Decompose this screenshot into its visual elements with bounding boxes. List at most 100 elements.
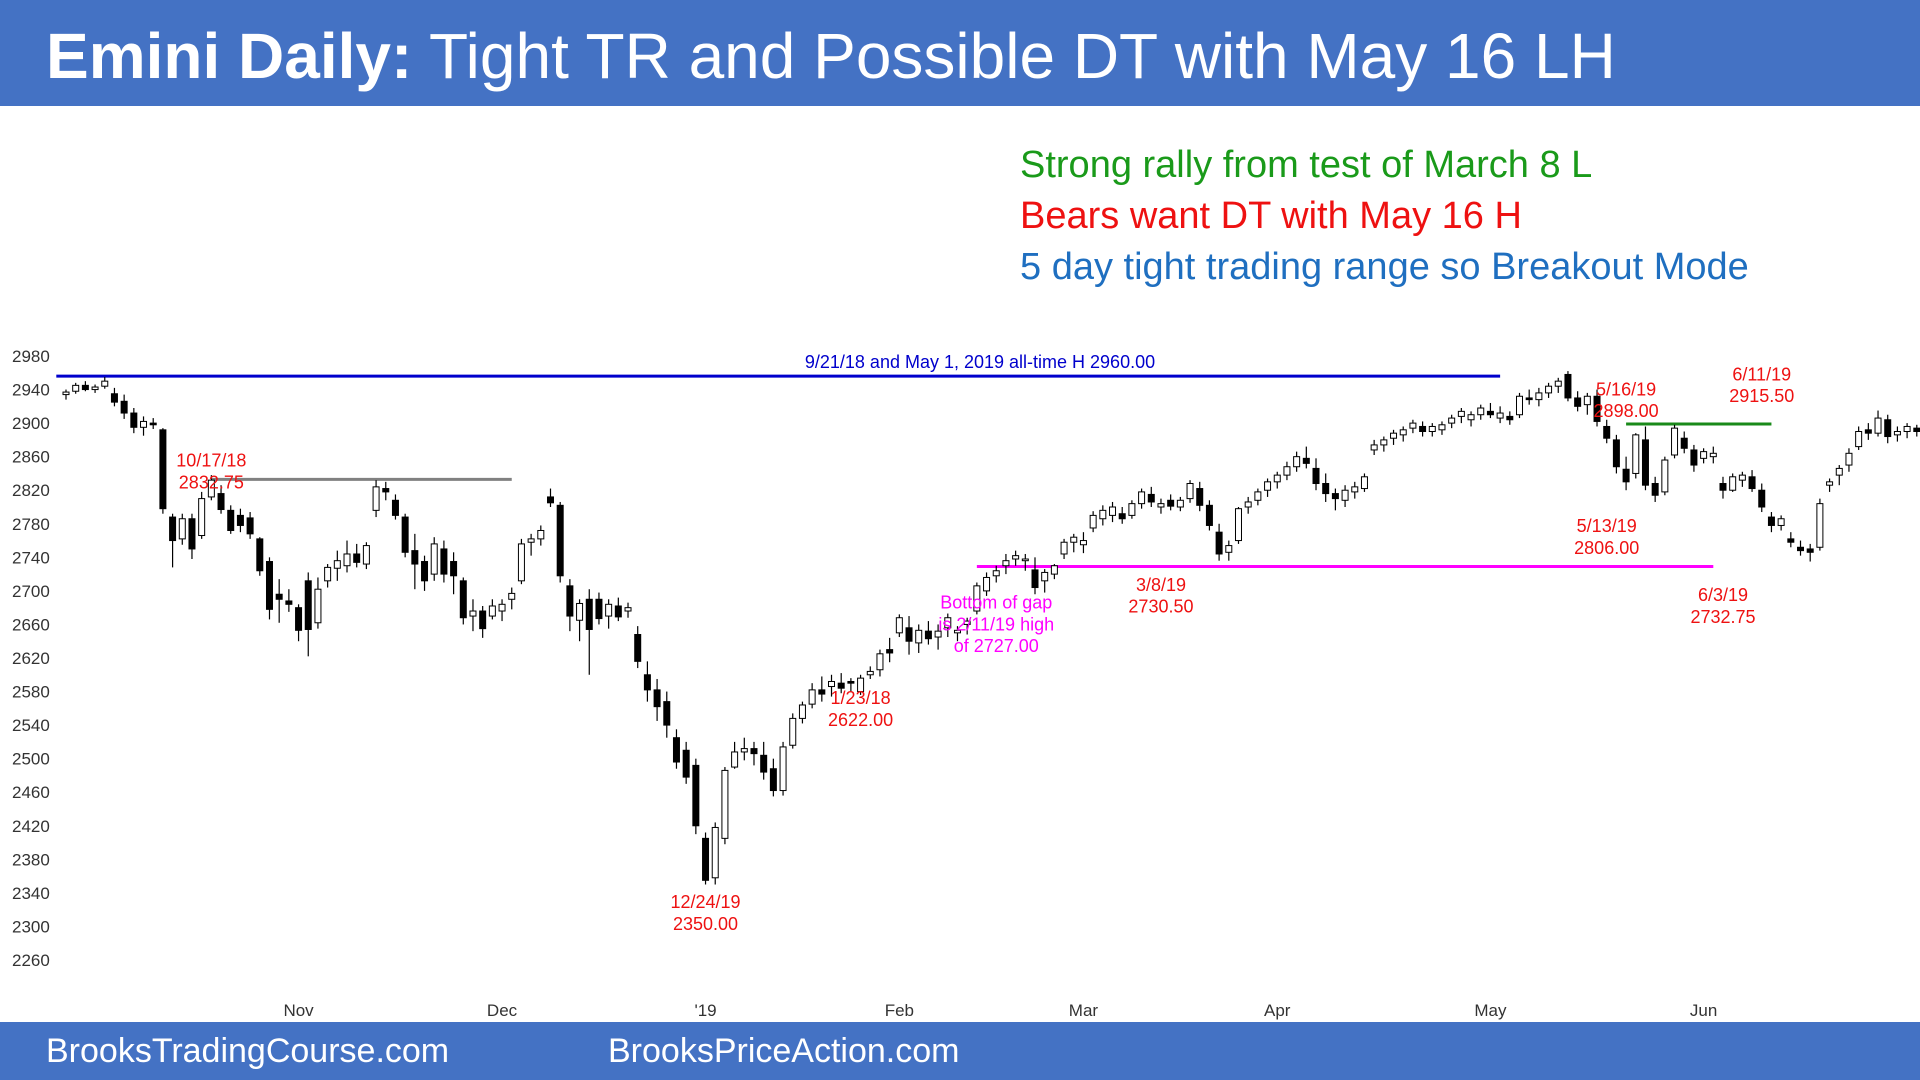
candle-body: [1516, 395, 1523, 416]
annotation-label: 5/13/19: [1577, 516, 1637, 536]
candle: [585, 589, 593, 675]
candle-body: [459, 580, 467, 619]
candle: [760, 741, 768, 780]
candle-body: [1641, 439, 1649, 486]
candle-body: [207, 479, 215, 498]
candle-body: [1806, 548, 1814, 553]
candle-body: [1467, 414, 1475, 421]
candle: [605, 599, 613, 629]
candle: [1835, 465, 1843, 486]
candle: [362, 542, 370, 570]
candle-body: [857, 677, 865, 693]
candle: [101, 376, 109, 389]
candle: [353, 543, 361, 568]
candle-body: [188, 518, 196, 550]
candle: [953, 626, 961, 642]
candle-body: [866, 670, 874, 676]
candle: [1390, 429, 1398, 445]
candle: [983, 572, 991, 596]
candle: [740, 737, 748, 761]
candle: [1583, 392, 1591, 415]
x-tick-label: Dec: [487, 1001, 518, 1020]
candle-body: [1109, 506, 1117, 516]
candle: [1641, 426, 1649, 491]
candle-body: [227, 509, 235, 531]
footer-left-site[interactable]: BrooksTradingCourse.com: [46, 1032, 450, 1070]
candle-body: [285, 600, 293, 605]
y-tick-label: 2620: [12, 649, 50, 668]
candle-body: [750, 748, 758, 755]
candle-body: [1409, 422, 1417, 429]
candle-body: [450, 561, 458, 577]
y-tick-label: 2980: [12, 347, 50, 366]
candle: [382, 481, 390, 501]
candle-body: [1351, 486, 1359, 493]
candle-body: [479, 610, 487, 630]
candle-body: [808, 689, 816, 705]
candle: [828, 674, 836, 697]
candle: [721, 767, 729, 845]
x-tick-label: Feb: [885, 1001, 914, 1020]
footer-right-site[interactable]: BrooksPriceAction.com: [608, 1032, 960, 1070]
candle: [731, 741, 739, 769]
candle: [1777, 515, 1785, 531]
candle-body: [992, 570, 1000, 577]
candle-body: [1196, 488, 1204, 506]
candle-body: [682, 749, 690, 778]
candle-body: [314, 588, 322, 624]
candle: [479, 605, 487, 638]
candle-body: [818, 689, 826, 695]
candle: [1234, 507, 1242, 544]
candle-body: [498, 603, 506, 612]
candle: [1748, 470, 1756, 492]
y-tick-label: 2780: [12, 515, 50, 534]
candle-body: [1273, 474, 1281, 483]
candle-body: [343, 553, 351, 567]
candle-body: [101, 380, 109, 387]
candle-body: [1719, 483, 1727, 491]
candle: [130, 408, 138, 434]
candle: [1525, 389, 1533, 405]
candle-body: [798, 704, 806, 719]
candle-body: [1477, 407, 1485, 416]
candle: [1409, 419, 1417, 434]
candle: [779, 741, 787, 796]
candle: [140, 416, 148, 436]
candle-body: [1002, 560, 1010, 567]
candle-body: [1128, 503, 1136, 516]
candle: [944, 613, 952, 638]
candle-body: [382, 488, 390, 493]
candle-body: [1574, 397, 1582, 407]
candle-body: [391, 499, 399, 516]
candle: [159, 428, 167, 514]
candle-body: [333, 560, 341, 569]
candle-body: [973, 585, 981, 612]
candle-body: [1845, 452, 1853, 466]
candle-body: [1874, 417, 1882, 434]
candle-body: [1554, 380, 1562, 387]
candle: [1109, 501, 1117, 523]
candle: [401, 513, 409, 558]
candle-body: [1380, 439, 1388, 446]
candle: [149, 418, 157, 429]
candle: [1370, 439, 1378, 455]
candle: [634, 626, 642, 669]
candle: [246, 512, 254, 539]
candle-body: [1671, 427, 1679, 456]
candle: [1196, 481, 1204, 512]
candle: [285, 589, 293, 612]
candle-body: [178, 518, 186, 540]
candle: [1128, 500, 1136, 519]
annotation-label: 2898.00: [1594, 401, 1659, 421]
candle: [1341, 485, 1349, 507]
candle-body: [304, 580, 312, 630]
candle-body: [1205, 504, 1213, 526]
candle: [1603, 419, 1611, 444]
candle: [227, 505, 235, 534]
candle: [1758, 483, 1766, 513]
candle: [847, 678, 855, 692]
candle: [411, 533, 419, 590]
candle: [1264, 478, 1272, 497]
candle: [1516, 392, 1523, 419]
candle-body: [760, 754, 768, 773]
